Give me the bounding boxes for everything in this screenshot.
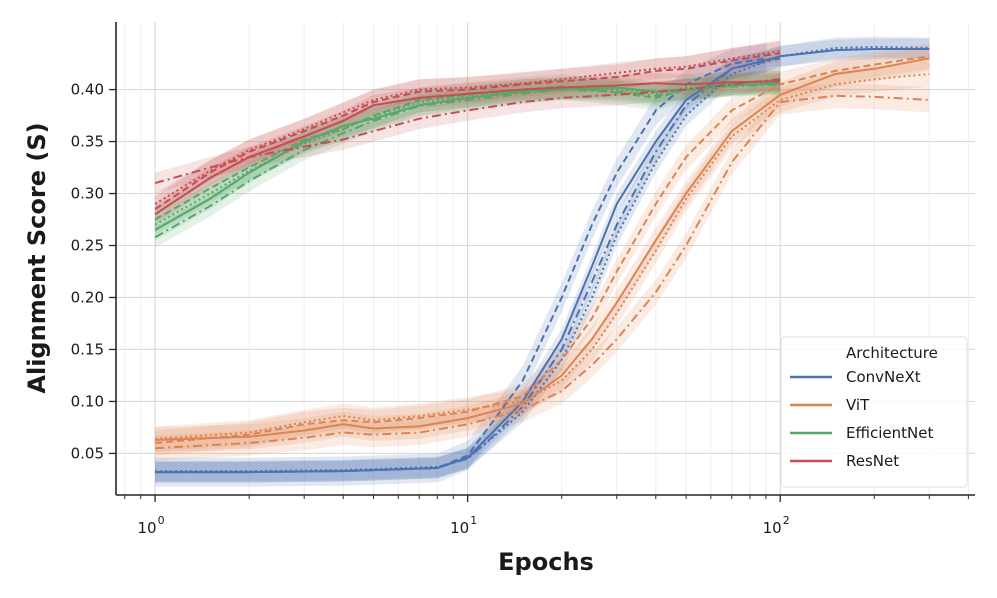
y-tick-label: 0.25 <box>71 237 104 255</box>
y-tick-label: 0.15 <box>71 340 104 358</box>
resnet-dashdot-line <box>154 78 781 185</box>
y-tick-label: 0.20 <box>71 288 104 306</box>
x-axis-title: Epochs <box>498 548 594 576</box>
efficientnet-dashdot-line <box>154 83 781 239</box>
y-tick-label: 0.10 <box>71 392 104 410</box>
efficientnet-dashdot-band <box>155 74 781 248</box>
resnet-dotted-band <box>155 40 781 215</box>
y-tick-label: 0.05 <box>71 444 104 462</box>
efficientnet-solid-band <box>155 72 781 241</box>
efficientnet-dotted-line <box>154 80 781 226</box>
legend-label-vit: ViT <box>846 396 870 414</box>
convnext-dotted-band <box>155 36 930 482</box>
convnext-dotted-line <box>155 45 930 473</box>
series-lines <box>154 45 930 474</box>
y-tick-label: 0.35 <box>71 133 104 151</box>
vit-dotted-line <box>155 73 930 440</box>
legend: Architecture ConvNeXt ViT EfficientNet ResN… <box>780 336 968 488</box>
resnet-solid-line <box>154 80 781 216</box>
legend-box <box>780 336 968 488</box>
legend-entries: ConvNeXt ViT EfficientNet ResNet <box>790 368 933 470</box>
legend-label-efficientnet: EfficientNet <box>846 424 933 442</box>
legend-title: Architecture <box>846 344 938 362</box>
axis-ticks: 100 101 1020.050.100.150.200.250.300.350.4… <box>71 81 969 537</box>
y-tick-label: 0.30 <box>71 185 104 203</box>
legend-label-resnet: ResNet <box>846 452 899 470</box>
resnet-dashdot-band <box>155 68 781 194</box>
vit-solid-line <box>155 57 930 441</box>
vit-dashed-line <box>155 55 930 444</box>
legend-label-convnext: ConvNeXt <box>846 368 921 386</box>
y-axis-title: Alignment Score (S) <box>23 122 51 393</box>
axes <box>115 22 975 496</box>
vit-dashed-band <box>155 43 930 456</box>
y-tick-label: 0.40 <box>71 81 104 99</box>
